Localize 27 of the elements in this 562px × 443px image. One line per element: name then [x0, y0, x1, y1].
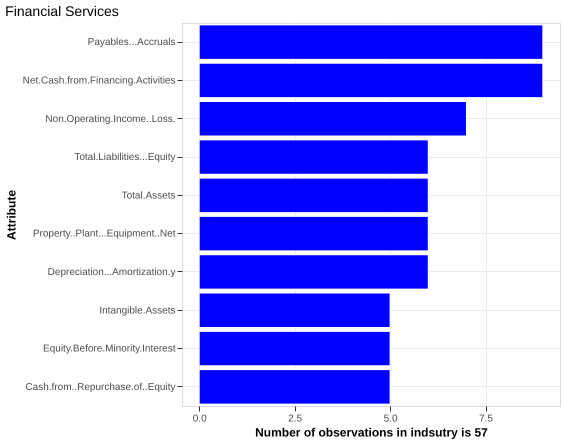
y-tick-label: Total.Liabilities...Equity: [74, 152, 176, 164]
bar: [198, 178, 429, 214]
y-axis-title: Attribute: [4, 190, 19, 240]
y-tick-label: Non.Operating.Income..Loss.: [45, 114, 176, 125]
bar: [198, 24, 544, 60]
bar: [198, 216, 429, 252]
y-tick-label: Intangible.Assets: [99, 305, 176, 316]
y-tick-label: Depreciation...Amortization.y: [48, 266, 176, 278]
bar: [198, 330, 391, 366]
y-tick-label: Equity.Before.Minority.Interest: [43, 344, 176, 355]
x-tick-label: 7.5: [479, 414, 494, 424]
bar: [198, 254, 429, 290]
bar: [198, 369, 391, 405]
x-axis-title: Number of observations in indsutry is 57: [255, 426, 488, 440]
bar: [198, 101, 467, 136]
bar: [198, 292, 391, 328]
y-tick-label: Total.Assets: [122, 190, 176, 202]
x-tick-label: 5.0: [384, 414, 398, 424]
x-tick-label: 2.5: [288, 414, 303, 424]
y-tick-label: Payables...Accruals: [88, 37, 176, 48]
bar: [198, 62, 544, 98]
bar: [198, 139, 429, 175]
text: Financial Services: [5, 3, 119, 19]
y-tick-label: Property..Plant...Equipment..Net: [32, 228, 176, 240]
x-tick-label: 0.0: [192, 414, 208, 424]
y-tick-label: Cash.from..Repurchase.of..Equity: [25, 382, 176, 393]
y-tick-label: Net.Cash.from.Financing.Activities: [22, 75, 176, 86]
